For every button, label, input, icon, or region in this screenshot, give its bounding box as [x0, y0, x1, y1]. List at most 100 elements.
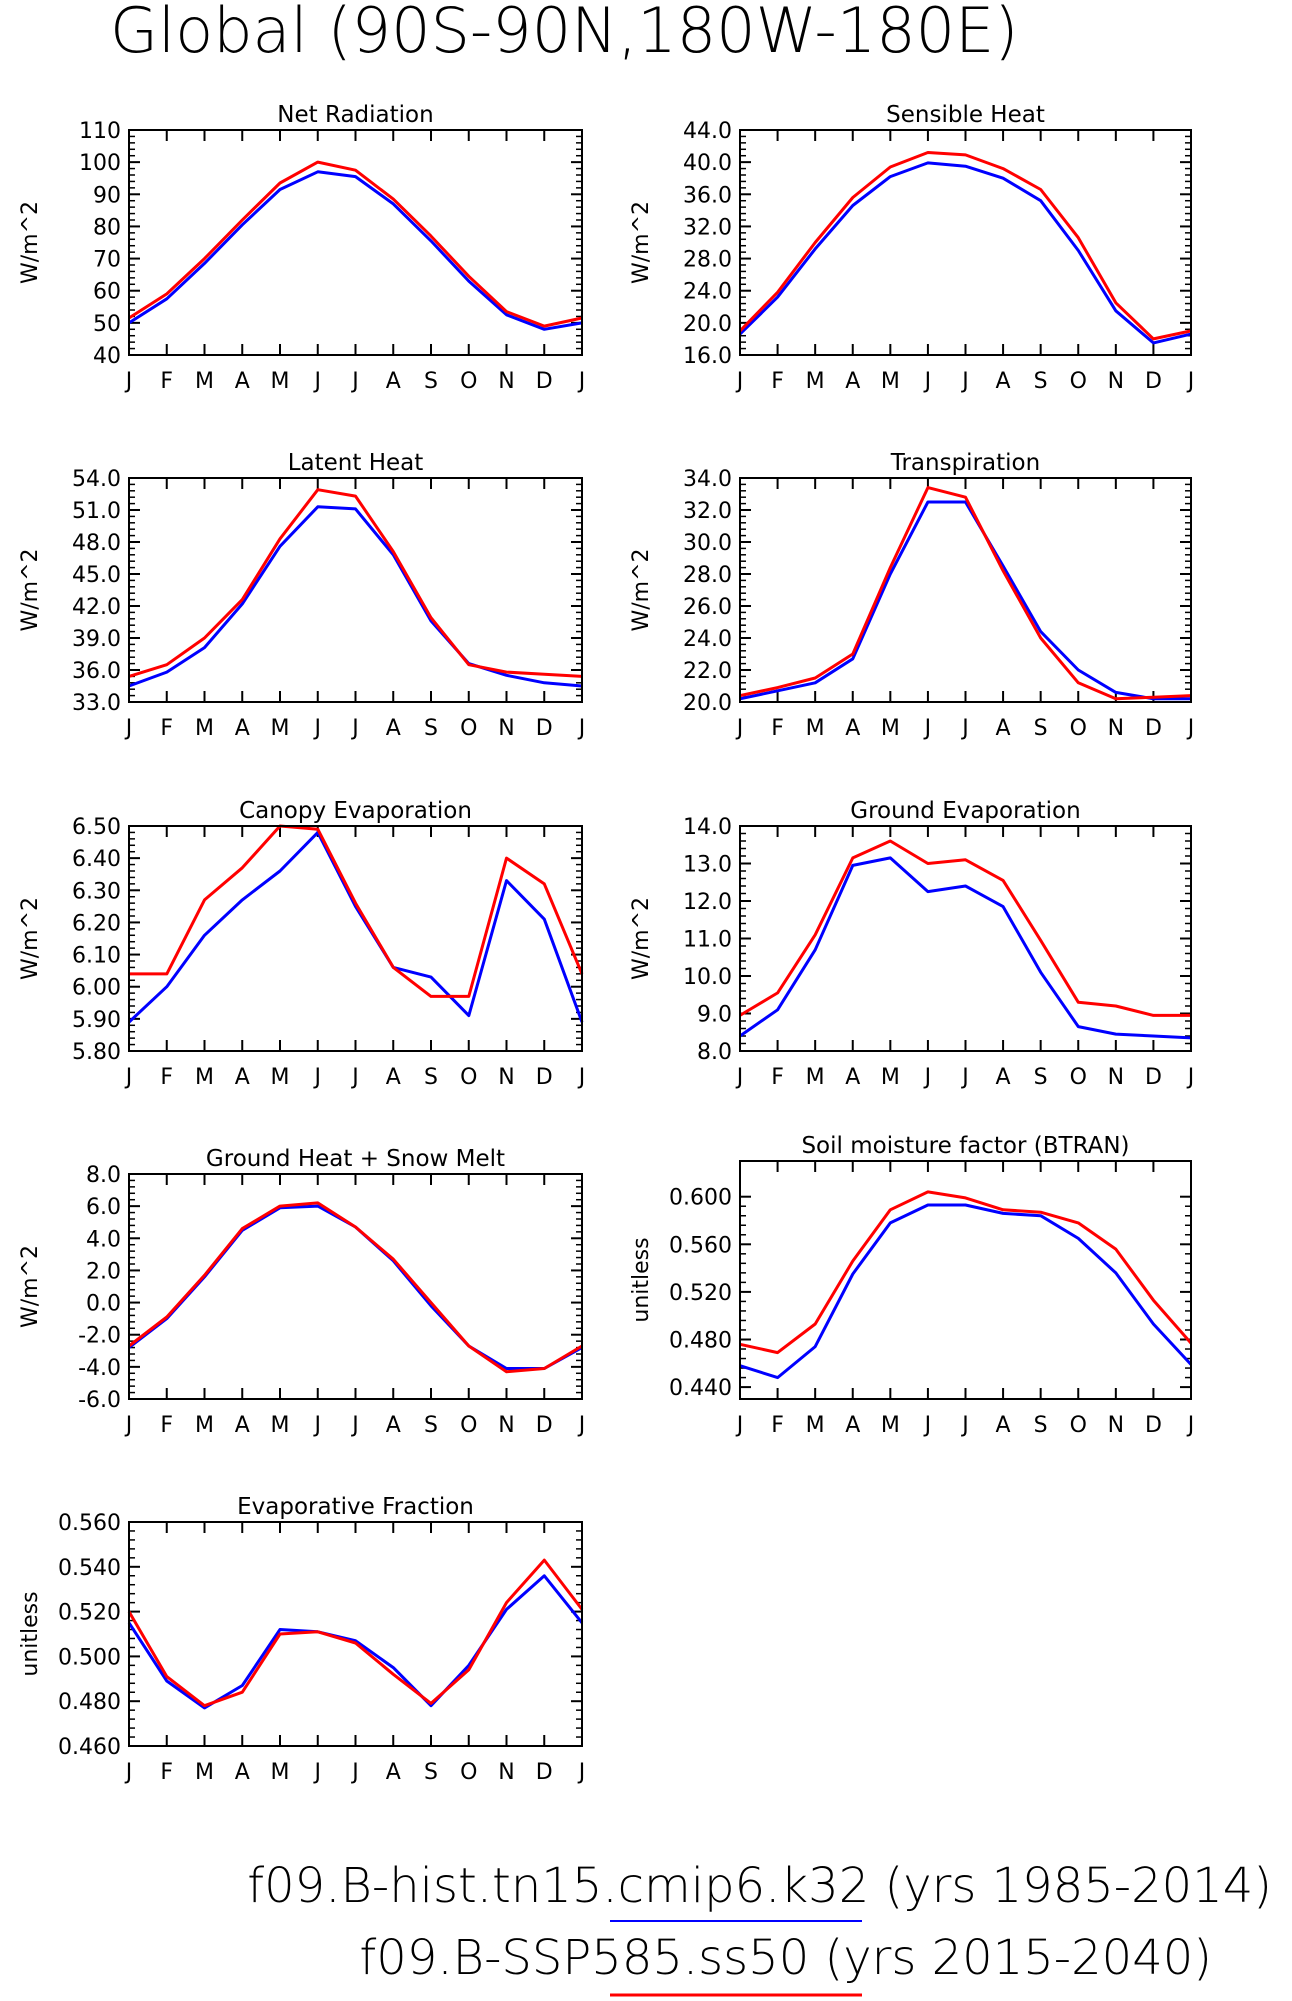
x-tick-label: N: [498, 369, 514, 394]
y-tick-label: 24.0: [683, 627, 732, 652]
x-tick-label: J: [923, 369, 932, 394]
y-tick-label: 6.40: [72, 847, 121, 872]
y-tick-label: 0.520: [669, 1281, 732, 1306]
y-tick-label: 0.480: [58, 1690, 121, 1715]
y-tick-label: 6.30: [72, 879, 121, 904]
y-tick-label: 32.0: [683, 499, 732, 524]
x-tick-label: S: [1034, 1413, 1048, 1438]
y-tick-label: 6.50: [72, 815, 121, 840]
x-tick-label: O: [1070, 1065, 1087, 1090]
y-tick-label: 90: [93, 183, 121, 208]
y-tick-label: 8.0: [697, 1040, 732, 1065]
panel-title: Evaporative Fraction: [237, 1494, 474, 1520]
y-tick-label: 20.0: [683, 312, 732, 337]
panel-title: Sensible Heat: [886, 102, 1045, 128]
y-tick-label: 36.0: [683, 183, 732, 208]
series-line-ssp: [739, 486, 1192, 701]
y-tick-label: 33.0: [72, 691, 121, 716]
y-tick-label: 2.0: [86, 1259, 121, 1284]
panel-2: Latent Heat W/m^2 33.0 36.0 39.0 42.0 45.0 48.0…: [18, 450, 585, 741]
y-tick-label: 0.480: [669, 1329, 732, 1354]
x-tick-label: A: [235, 1760, 250, 1785]
x-tick-label: M: [881, 1065, 900, 1090]
x-tick-label: M: [881, 716, 900, 741]
x-tick-label: D: [1145, 716, 1162, 741]
x-tick-label: A: [235, 716, 250, 741]
x-tick-label: J: [577, 1760, 586, 1785]
y-tick-label: 20.0: [683, 691, 732, 716]
y-tick-label: 0.460: [58, 1735, 121, 1760]
x-tick-label: N: [1108, 369, 1124, 394]
x-tick-label: S: [424, 1065, 438, 1090]
legend-entry-ssp: f09.B-SSP585.ss50 (yrs 2015-2040): [359, 1930, 1212, 1986]
panel-4: Canopy Evaporation W/m^2 5.80 5.90 6.00 6.10 6…: [18, 798, 585, 1090]
x-tick-label: J: [350, 1413, 359, 1438]
y-tick-label: 42.0: [72, 595, 121, 620]
y-tick-label: 0.560: [669, 1233, 732, 1258]
x-tick-label: N: [498, 1760, 514, 1785]
x-tick-label: J: [124, 1760, 133, 1785]
x-tick-label: M: [806, 1413, 825, 1438]
x-tick-label: J: [350, 716, 359, 741]
x-tick-label: A: [235, 1065, 250, 1090]
x-tick-label: J: [313, 1760, 322, 1785]
panel-1: Sensible Heat W/m^2 16.0 20.0 24.0 28.0 32.0 36…: [629, 102, 1194, 394]
series-line-hist: [127, 830, 584, 1024]
x-tick-label: J: [923, 1065, 932, 1090]
x-tick-label: N: [1108, 1065, 1124, 1090]
x-tick-label: J: [577, 1413, 586, 1438]
y-tick-label: 14.0: [683, 815, 732, 840]
x-tick-label: J: [960, 1065, 969, 1090]
legend: f09.B-hist.tn15.cmip6.k32 (yrs 1985-2014…: [247, 1858, 1272, 1997]
y-tick-label: -2.0: [78, 1324, 121, 1349]
x-tick-label: O: [1070, 716, 1087, 741]
series-line-hist: [739, 856, 1192, 1040]
y-tick-label: 6.00: [72, 976, 121, 1001]
y-tick-label: 44.0: [683, 119, 732, 144]
x-tick-label: J: [735, 369, 744, 394]
x-tick-label: M: [195, 1065, 214, 1090]
y-tick-label: 0.600: [669, 1186, 732, 1211]
plot-frame: [739, 825, 1192, 1052]
series-line-hist: [739, 500, 1191, 701]
y-tick-label: 28.0: [683, 563, 732, 588]
x-tick-label: M: [881, 369, 900, 394]
y-tick-label: 70: [93, 248, 121, 273]
x-tick-label: M: [806, 369, 825, 394]
y-tick-label: 28.0: [683, 248, 732, 273]
panel-6: Ground Heat + Snow Melt W/m^2 -6.0 -4.0 -2.0…: [18, 1146, 585, 1438]
x-tick-label: D: [536, 1065, 553, 1090]
y-tick-label: 100: [79, 151, 121, 176]
x-tick-label: S: [424, 716, 438, 741]
y-tick-label: 50: [93, 312, 121, 337]
x-tick-label: D: [1145, 369, 1162, 394]
y-axis-label: W/m^2: [18, 1245, 43, 1328]
x-tick-label: J: [735, 716, 744, 741]
y-tick-label: 48.0: [72, 531, 121, 556]
x-tick-label: J: [923, 1413, 932, 1438]
panel-title: Ground Evaporation: [850, 798, 1080, 824]
x-tick-label: N: [498, 1413, 514, 1438]
y-tick-label: 10.0: [683, 965, 732, 990]
x-tick-label: J: [313, 369, 322, 394]
plot-frame: [128, 1173, 583, 1400]
x-tick-label: M: [271, 369, 290, 394]
y-tick-label: 30.0: [683, 531, 732, 556]
plot-frame: [128, 477, 583, 703]
x-tick-label: F: [771, 716, 784, 741]
x-tick-label: D: [536, 716, 553, 741]
plot-frame: [128, 1521, 583, 1747]
x-tick-label: M: [271, 716, 290, 741]
y-tick-label: 45.0: [72, 563, 121, 588]
x-tick-label: S: [1034, 1065, 1048, 1090]
y-tick-label: 24.0: [683, 280, 732, 305]
y-tick-label: 0.540: [58, 1556, 121, 1581]
x-tick-label: D: [536, 369, 553, 394]
x-tick-label: J: [313, 1413, 322, 1438]
y-axis-label: W/m^2: [629, 897, 654, 980]
y-tick-label: 54.0: [72, 467, 121, 492]
y-tick-label: 36.0: [72, 659, 121, 684]
x-tick-label: N: [498, 1065, 514, 1090]
x-tick-label: S: [424, 369, 438, 394]
